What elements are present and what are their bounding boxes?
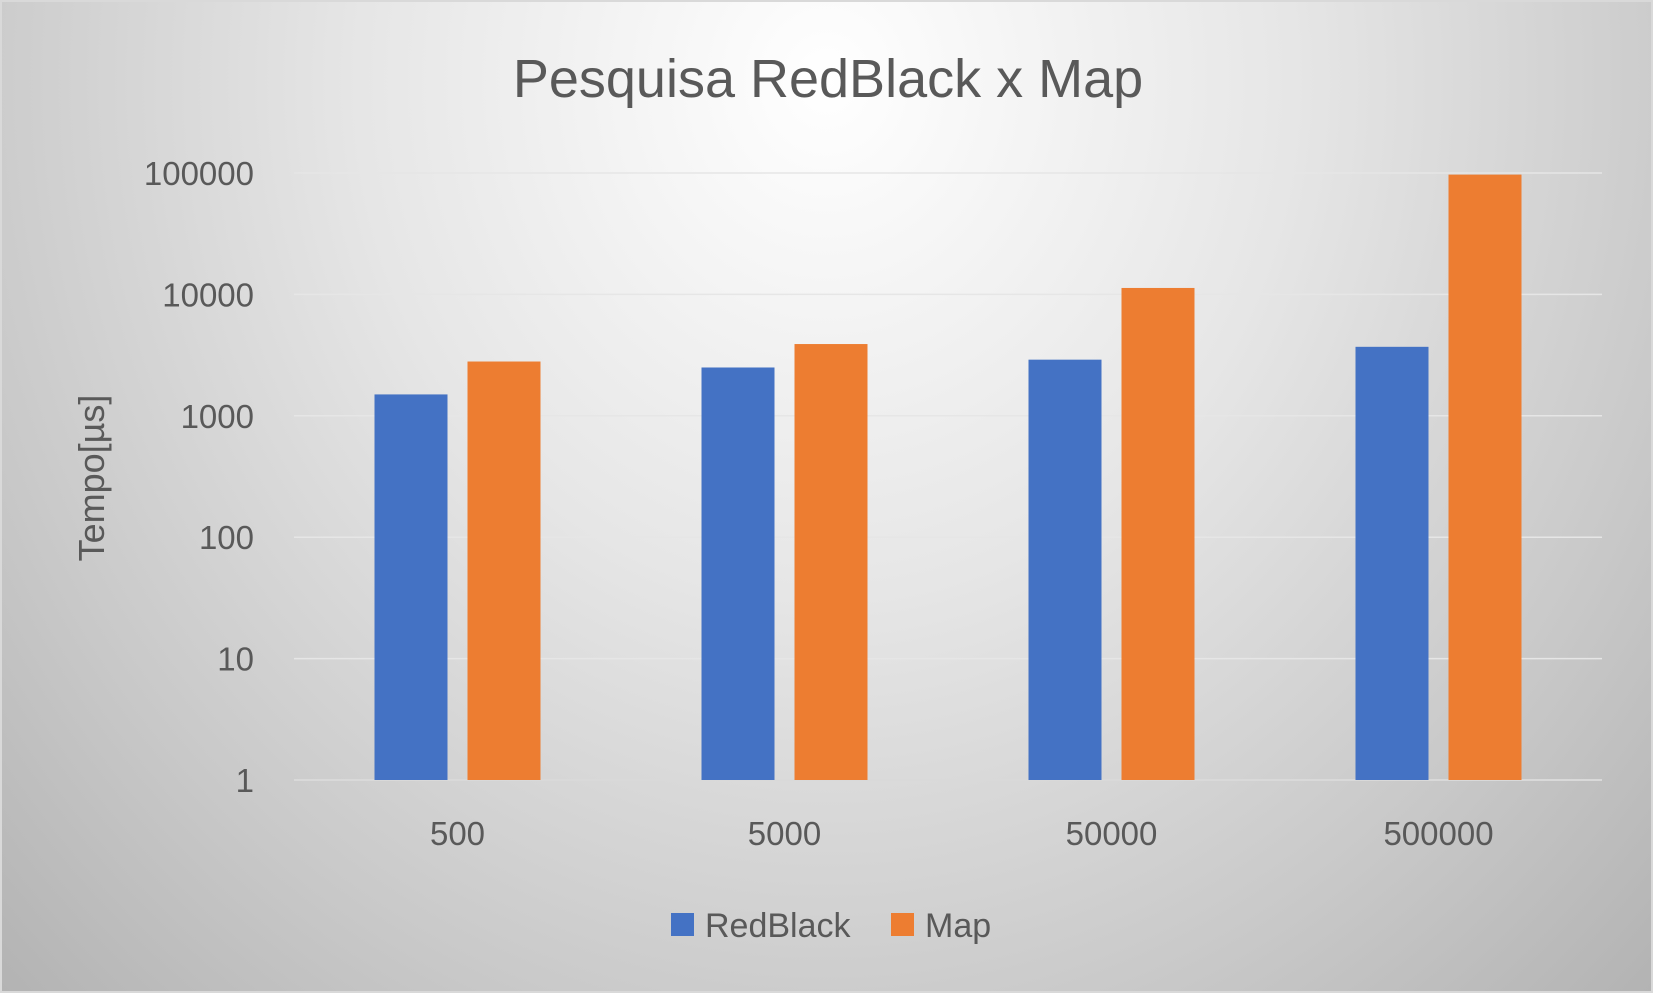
bar-redblack-500 bbox=[374, 394, 448, 780]
legend-swatch-map bbox=[891, 913, 914, 936]
legend-label-map: Map bbox=[925, 907, 991, 945]
y-axis-ticks: 1 10 100 1000 10000 100000 bbox=[144, 155, 254, 799]
x-tick-label: 500000 bbox=[1383, 815, 1493, 852]
legend-swatch-redblack bbox=[671, 913, 694, 936]
y-tick-label: 10 bbox=[217, 641, 254, 678]
y-tick-label: 1000 bbox=[181, 398, 254, 435]
y-axis-title: Tempo[µs] bbox=[71, 395, 112, 562]
bar-redblack-5000 bbox=[701, 367, 775, 780]
y-tick-label: 100000 bbox=[144, 155, 254, 192]
bar-map-5000 bbox=[794, 344, 868, 780]
bar-map-500000 bbox=[1448, 174, 1522, 781]
bar-redblack-50000 bbox=[1028, 359, 1102, 780]
bars bbox=[374, 174, 1522, 781]
bar-redblack-500000 bbox=[1355, 346, 1429, 780]
y-tick-label: 1 bbox=[236, 762, 254, 799]
legend: RedBlack Map bbox=[671, 907, 991, 945]
bar-map-500 bbox=[467, 361, 541, 780]
x-tick-label: 50000 bbox=[1066, 815, 1158, 852]
x-tick-label: 500 bbox=[430, 815, 485, 852]
x-axis-ticks: 500 5000 50000 500000 bbox=[430, 815, 1494, 852]
x-tick-label: 5000 bbox=[748, 815, 821, 852]
bar-map-50000 bbox=[1121, 287, 1195, 780]
legend-label-redblack: RedBlack bbox=[705, 907, 852, 945]
chart-title: Pesquisa RedBlack x Map bbox=[513, 49, 1143, 109]
y-tick-label: 100 bbox=[199, 519, 254, 556]
y-tick-label: 10000 bbox=[162, 276, 254, 313]
